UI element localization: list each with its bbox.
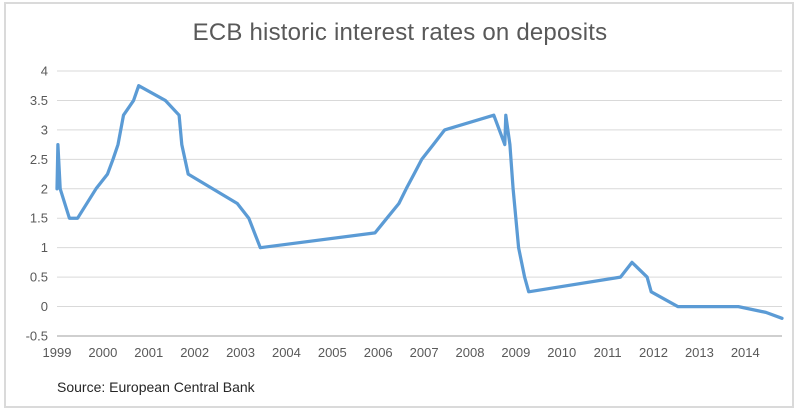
- y-tick-label: -0.5: [26, 329, 48, 344]
- deposit-rate-line: [55, 84, 784, 320]
- x-tick-label: 2004: [272, 345, 301, 360]
- x-tick-label: 2001: [134, 345, 163, 360]
- y-tick-label: 1.5: [30, 211, 48, 226]
- x-tick-label: 2009: [501, 345, 530, 360]
- x-tick-label: 2012: [639, 345, 668, 360]
- y-tick-label: 1: [41, 240, 48, 255]
- y-tick-label: 0: [41, 299, 48, 314]
- x-tick-label: 2005: [318, 345, 347, 360]
- x-tick-label: 2000: [88, 345, 117, 360]
- y-tick-label: 0.5: [30, 270, 48, 285]
- x-tick-label: 2007: [410, 345, 439, 360]
- x-tick-label: 2002: [180, 345, 209, 360]
- x-tick-label: 1999: [43, 345, 72, 360]
- y-tick-label: 3.5: [30, 93, 48, 108]
- chart-title: ECB historic interest rates on deposits: [192, 19, 608, 46]
- source-note: Source: European Central Bank: [57, 379, 255, 395]
- y-tick-label: 2.5: [30, 152, 48, 167]
- x-tick-label: 2011: [594, 345, 622, 360]
- x-tick-label: 2008: [456, 345, 485, 360]
- x-tick-label: 2013: [685, 345, 714, 360]
- x-tick-label: 2003: [226, 345, 255, 360]
- y-tick-label: 3: [41, 122, 48, 137]
- y-tick-label: 4: [41, 64, 48, 79]
- x-tick-label: 2006: [364, 345, 393, 360]
- x-tick-label: 2014: [731, 345, 760, 360]
- y-tick-label: 2: [41, 181, 48, 196]
- x-tick-label: 2010: [547, 345, 576, 360]
